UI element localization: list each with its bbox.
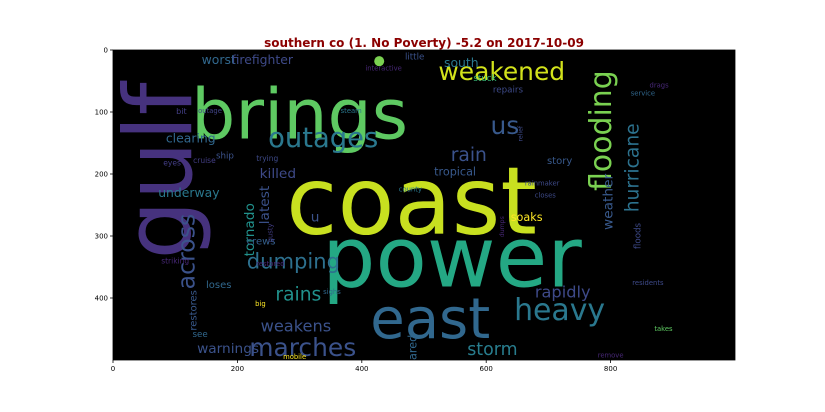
x-tick-label: 200 <box>231 365 244 373</box>
word-takes: takes <box>654 325 673 333</box>
word-soaks: soaks <box>511 211 543 224</box>
word-restore: restore <box>648 368 672 376</box>
y-tick-label: 300 <box>95 233 108 241</box>
word-gusty: gusty <box>266 223 274 242</box>
y-tick-label: 400 <box>95 295 108 303</box>
word-u: u <box>311 209 320 225</box>
word-rains: rains <box>275 284 321 305</box>
word-gulf: gulf <box>105 80 214 259</box>
word-dumps: dumps <box>499 216 506 237</box>
word-warnings: warnings <box>197 341 259 357</box>
word-firefighter: firefighter <box>232 52 294 67</box>
word-remove: remove <box>598 352 624 360</box>
word-restored: restored <box>256 260 284 268</box>
word-sighs: sighs <box>323 288 341 296</box>
y-tick-label: 100 <box>95 109 108 117</box>
word-weakened: weakened <box>438 57 565 86</box>
word-loses: loses <box>206 280 231 291</box>
x-tick-label: 400 <box>355 365 368 373</box>
word-cruise: cruise <box>193 156 216 165</box>
word-storm: storm <box>467 340 517 360</box>
word-tropical: tropical <box>434 166 476 179</box>
word-stuck: stuck <box>473 74 496 84</box>
word-clearing: clearing <box>166 131 216 146</box>
word-big: big <box>255 300 266 308</box>
word-weakens: weakens <box>261 316 332 335</box>
word-striking: striking <box>161 256 189 265</box>
plot-frame <box>112 49 736 361</box>
word-coast: coast <box>286 147 537 256</box>
word-south: south <box>444 55 479 70</box>
word-heavy: heavy <box>514 293 605 328</box>
word-trying: trying <box>256 154 278 163</box>
word-closes: closes <box>535 192 557 200</box>
word-outage: outage <box>198 107 222 115</box>
word-interactive: interactive <box>365 65 402 73</box>
x-tick-label: 600 <box>480 365 493 373</box>
plot-area <box>113 50 735 360</box>
word-across: across <box>172 214 200 290</box>
word-residents: residents <box>632 279 664 287</box>
word-ship: ship <box>216 152 234 162</box>
x-tick-label: 800 <box>604 365 617 373</box>
word-service: service <box>631 89 655 97</box>
word-rain: rain <box>451 145 487 166</box>
word-eyes: eyes <box>163 158 181 167</box>
word-bit: bit <box>176 106 187 116</box>
word-rapidly: rapidly <box>535 282 591 301</box>
word-drags: drags <box>650 81 670 89</box>
word-east: east <box>370 287 490 352</box>
axes: 0 200 400 600 800 0 100 200 300 400 <box>95 47 618 374</box>
dot-mark <box>374 56 385 67</box>
word-brings: brings <box>191 75 408 156</box>
word-relief: relief <box>518 125 525 141</box>
word-weather: weather <box>601 173 617 229</box>
word-mobile: mobile <box>283 353 306 361</box>
word-killed: killed <box>260 166 296 182</box>
y-tick-label: 200 <box>95 171 108 179</box>
word-hurricane: hurricane <box>622 123 643 212</box>
word-outages: outages <box>268 123 378 154</box>
word-hours: hours <box>437 375 457 383</box>
x-tick-label: 0 <box>111 365 115 373</box>
word-crews: crews <box>247 237 276 248</box>
word-power: power <box>322 209 582 307</box>
y-tick-label: 0 <box>104 47 108 55</box>
word-steam: steam <box>341 107 363 115</box>
word-us: us <box>490 111 519 140</box>
word-spared: spared <box>406 335 419 373</box>
chart-title: southern co (1. No Poverty) -5.2 on 2017… <box>264 36 584 50</box>
word-rainmaker: rainmaker <box>525 179 560 187</box>
word-tornado: tornado <box>242 203 258 256</box>
word-flooding: flooding <box>584 70 619 191</box>
word-little: little <box>405 52 424 62</box>
word-repairs: repairs <box>493 85 524 95</box>
word-story: story <box>547 156 572 167</box>
word-underway: underway <box>158 185 219 200</box>
word-marches: marches <box>249 333 356 362</box>
word-see: see <box>192 330 207 340</box>
word-floods: floods <box>634 222 644 249</box>
word-worst: worst <box>202 52 236 67</box>
word-dumping: dumping <box>247 248 340 273</box>
word-restores: restores <box>188 290 199 331</box>
word-latest: latest <box>257 185 273 224</box>
word-county: county <box>399 186 422 194</box>
word-check: check <box>554 368 574 376</box>
